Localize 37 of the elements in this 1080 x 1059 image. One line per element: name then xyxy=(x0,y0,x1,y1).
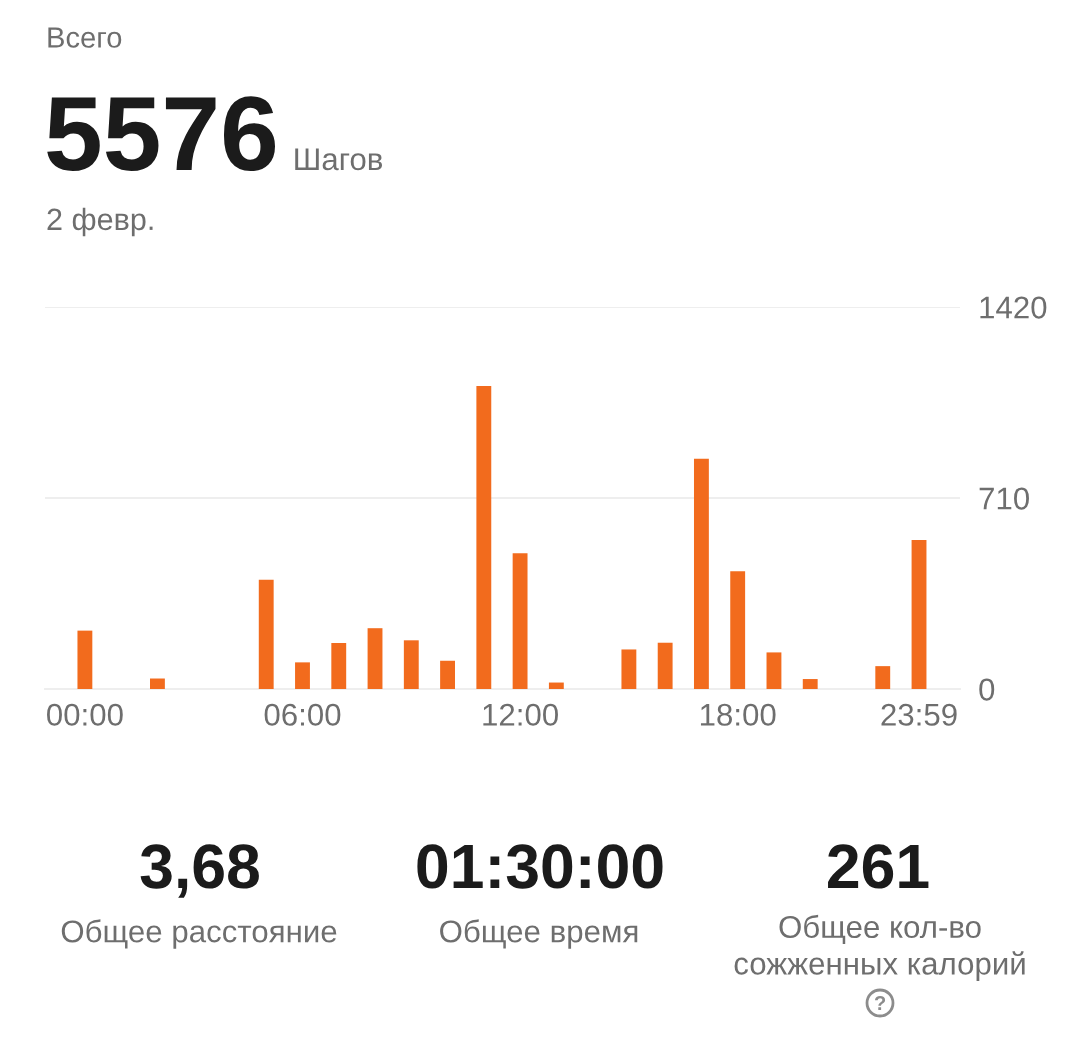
x-tick-label: 00:00 xyxy=(47,703,123,726)
text: 5576 xyxy=(47,96,275,172)
x-tick-label: 18:00 xyxy=(700,703,776,726)
text: 3,68 xyxy=(140,844,259,898)
bar xyxy=(331,643,347,689)
chart-title: Всего xyxy=(48,27,122,48)
text: Общее расстояние xyxy=(61,919,337,949)
bar xyxy=(657,642,673,689)
bar xyxy=(367,628,383,689)
bar xyxy=(802,679,818,689)
bar xyxy=(512,553,528,689)
text: Шагов xyxy=(295,148,383,171)
y-tick-label: 710 xyxy=(979,487,1029,510)
bar xyxy=(295,662,310,689)
bar xyxy=(258,579,274,689)
x-tick-label: 23:59 xyxy=(881,703,957,726)
bar xyxy=(875,666,891,689)
bar xyxy=(476,386,492,689)
chart-subtitle: 2 февр. xyxy=(47,207,153,237)
x-tick-label: 06:00 xyxy=(264,703,341,726)
bar xyxy=(766,652,782,689)
bar xyxy=(730,571,746,689)
y-tick-label: 0 xyxy=(979,678,995,701)
y-tick-label: 1420 xyxy=(980,296,1047,319)
x-tick-label: 12:00 xyxy=(483,703,558,726)
bar xyxy=(440,660,455,689)
bar xyxy=(77,630,93,689)
text: 261 xyxy=(828,844,929,889)
text: Общее время xyxy=(440,919,638,949)
bar xyxy=(693,458,709,689)
bar xyxy=(911,539,927,689)
text: 01:30:00 xyxy=(417,844,663,889)
bar xyxy=(548,682,564,689)
bar xyxy=(149,678,165,689)
bar xyxy=(403,640,419,689)
bar xyxy=(621,649,637,689)
text: Общее кол-во сожженных калорий xyxy=(734,914,1025,981)
